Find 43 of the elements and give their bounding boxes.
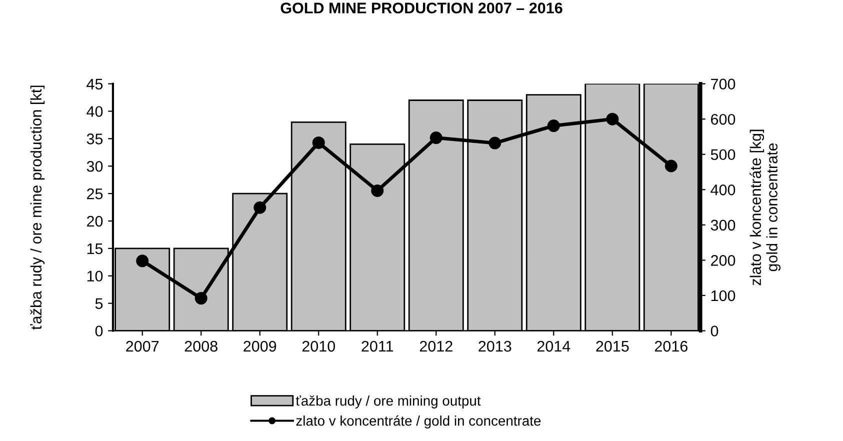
y-tick-label: 35	[86, 134, 103, 144]
y-tick-label: 20	[87, 216, 103, 227]
y2-tick-label: 200	[711, 255, 736, 266]
y-tick-label: 0	[95, 326, 103, 336]
point	[606, 112, 619, 126]
y-tick-label: 25	[87, 188, 103, 200]
x-tick-label: 2016	[654, 340, 688, 352]
y2-tick-label: 300	[710, 220, 736, 231]
point	[254, 201, 266, 214]
y-tick-label: 10	[87, 270, 103, 282]
x-tick-label: 2013	[478, 340, 512, 352]
y-tick-label: 15	[87, 243, 103, 254]
x-tick-label: 2010	[302, 340, 336, 352]
x-tick-label: 2008	[184, 340, 218, 352]
x-tick-label: 2009	[244, 340, 276, 352]
y-tick-label: 45	[86, 78, 103, 90]
point	[312, 136, 325, 149]
point	[371, 184, 384, 197]
legend-label: zlato v koncentráte / gold in concentrate	[296, 415, 541, 428]
point	[194, 292, 208, 305]
x-tick-label: 2012	[420, 340, 452, 352]
y2-tick-label: 0	[710, 326, 718, 336]
y-tick-label: 40	[86, 106, 103, 117]
x-tick-label: 2015	[596, 340, 629, 352]
y2-tick-label: 500	[710, 149, 736, 160]
y2-tick-label: 100	[711, 290, 736, 302]
chart-title: GOLD MINE PRODUCTION 2007 – 2016	[280, 2, 562, 14]
y2-axis-title: zlato v koncentráte [kg] gold in concentrate	[750, 130, 781, 286]
y2-tick-label: 700	[711, 78, 736, 90]
y-axis-title: ťažba rudy / ore mine production [kt]	[30, 86, 45, 330]
x-tick-label: 2007	[126, 340, 159, 352]
point	[547, 120, 560, 132]
y-tick-label: 30	[86, 160, 103, 172]
y-tick-label: 5	[95, 298, 103, 309]
y2-tick-label: 400	[710, 184, 736, 196]
point	[664, 160, 678, 172]
point	[430, 132, 442, 144]
x-tick-label: 2014	[537, 340, 570, 352]
x-tick-label: 2011	[362, 340, 394, 352]
y2-tick-label: 600	[711, 114, 736, 125]
point	[488, 136, 502, 150]
point	[136, 254, 149, 268]
legend-label: ťažba rudy / ore mining output	[296, 395, 481, 408]
